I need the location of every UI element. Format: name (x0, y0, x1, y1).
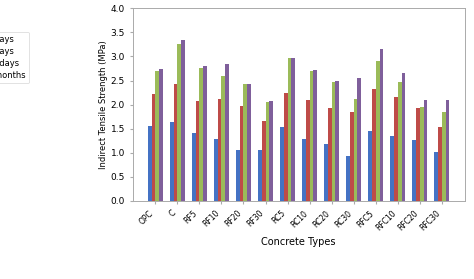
Bar (420, 107, 424, 201)
Bar (354, 99, 357, 201)
Bar (170, 122, 173, 201)
Legend: 3 days, 7 days, 28 days, 3 months: 3 days, 7 days, 28 days, 3 months (0, 32, 29, 83)
Bar (435, 152, 438, 201)
Bar (214, 139, 218, 201)
Bar (446, 100, 449, 201)
Bar (412, 140, 416, 201)
Bar (265, 102, 269, 201)
Bar (310, 71, 313, 201)
Bar (313, 70, 317, 201)
Bar (200, 68, 203, 201)
Bar (173, 85, 177, 201)
Bar (280, 127, 284, 201)
Bar (368, 131, 372, 201)
Bar (152, 94, 155, 201)
Bar (196, 101, 200, 201)
Bar (324, 144, 328, 201)
Bar (155, 71, 159, 201)
Bar (159, 69, 163, 201)
X-axis label: Concrete Types: Concrete Types (261, 237, 336, 247)
Bar (262, 121, 265, 201)
Bar (336, 81, 339, 201)
Bar (391, 136, 394, 201)
Bar (258, 150, 262, 201)
Bar (221, 76, 225, 201)
Bar (357, 78, 361, 201)
Bar (394, 97, 398, 201)
Bar (240, 105, 244, 201)
Bar (177, 44, 181, 201)
Bar (346, 156, 350, 201)
Bar (376, 61, 380, 201)
Bar (148, 126, 152, 201)
Bar (306, 100, 310, 201)
Bar (438, 127, 442, 201)
Bar (181, 40, 185, 201)
Bar (236, 150, 240, 201)
Bar (218, 99, 221, 201)
Bar (380, 49, 383, 201)
Bar (292, 58, 295, 201)
Bar (269, 101, 273, 201)
Bar (398, 83, 401, 201)
Bar (192, 133, 196, 201)
Bar (372, 89, 376, 201)
Bar (350, 112, 354, 201)
Bar (416, 109, 420, 201)
Bar (328, 109, 332, 201)
Bar (284, 93, 288, 201)
Bar (288, 58, 292, 201)
Bar (225, 64, 229, 201)
Bar (302, 139, 306, 201)
Bar (401, 73, 405, 201)
Bar (442, 112, 446, 201)
Bar (424, 100, 428, 201)
Bar (244, 85, 247, 201)
Bar (332, 83, 336, 201)
Bar (247, 84, 251, 201)
Bar (203, 66, 207, 201)
Y-axis label: Indirect Tensile Strength (MPa): Indirect Tensile Strength (MPa) (99, 40, 108, 169)
